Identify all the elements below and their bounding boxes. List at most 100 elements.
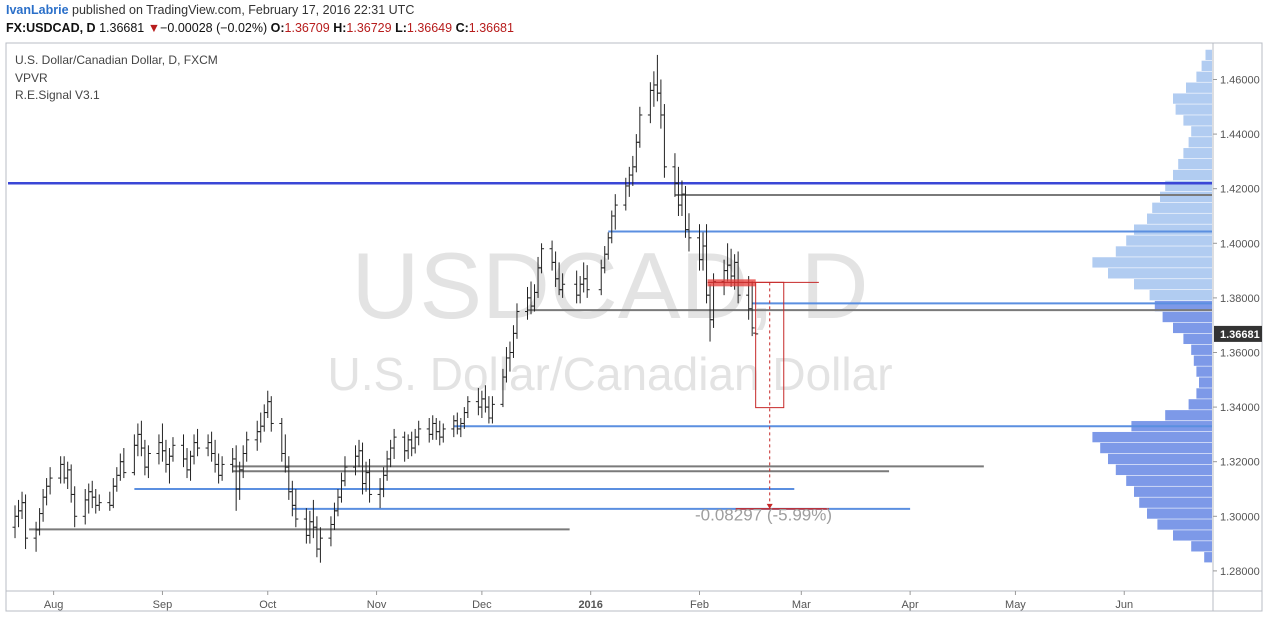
volume-profile-bin <box>1139 497 1212 508</box>
ohlc-bar <box>121 448 127 479</box>
price-change: −0.00028 (−0.02%) <box>160 21 268 35</box>
measure-tool[interactable]: -0.08297 (-5.99%) <box>695 279 832 524</box>
time-axis-label: Feb <box>690 599 709 611</box>
measure-label: -0.08297 (-5.99%) <box>695 505 832 524</box>
ohlc-bar <box>560 273 566 298</box>
volume-profile-bin <box>1092 257 1212 268</box>
price-axis[interactable]: 1.28000 1.30000 1.32000 1.34000 1.36000 1.380… <box>1213 74 1262 578</box>
legend-resignal[interactable]: R.E.Signal V3.1 <box>15 88 100 102</box>
volume-profile-bin <box>1126 475 1212 486</box>
open-value: 1.36709 <box>284 21 330 35</box>
ohlc-bar <box>219 456 225 481</box>
ohlc-bar <box>539 243 545 274</box>
ohlc-bar <box>96 494 102 511</box>
close-value: 1.36681 <box>468 21 514 35</box>
watermark-sub: U.S. Dollar/Canadian Dollar <box>327 348 892 400</box>
volume-profile-bin <box>1183 115 1212 126</box>
time-axis-label: Oct <box>259 599 276 611</box>
time-axis-label: Dec <box>472 599 492 611</box>
price-axis-label: 1.34000 <box>1220 402 1260 414</box>
volume-profile-bin <box>1108 268 1212 279</box>
volume-profile-bin <box>1204 552 1212 563</box>
ohlc-bar <box>23 494 29 550</box>
low-value: 1.36649 <box>406 21 453 35</box>
close-label: C: <box>455 21 469 35</box>
volume-profile-bin <box>1188 399 1212 410</box>
volume-profile-bin <box>1196 388 1212 399</box>
volume-profile-bin <box>1134 486 1212 497</box>
time-axis-label: May <box>1005 599 1026 611</box>
last-price: 1.36681 <box>99 21 145 35</box>
volume-profile-bin <box>1165 180 1212 192</box>
ohlc-bar <box>293 488 299 528</box>
volume-profile-bin <box>1115 246 1212 257</box>
publish-header: IvanLabrie published on TradingView.com,… <box>6 3 414 17</box>
watermark-main: USDCAD, D <box>351 233 868 338</box>
volume-profile-bin <box>1165 410 1212 421</box>
ohlc-bar <box>244 431 250 462</box>
price-axis-label: 1.40000 <box>1220 238 1260 250</box>
volume-profile-bin <box>1183 333 1212 344</box>
last-price-badge <box>1214 325 1262 342</box>
last-price-badge-label: 1.36681 <box>1220 329 1260 341</box>
author-link[interactable]: IvanLabrie <box>6 3 69 17</box>
ohlc-bar <box>170 437 176 462</box>
ohlc-bar <box>465 396 471 419</box>
price-axis-label: 1.36000 <box>1220 347 1260 359</box>
volume-profile-bin <box>1178 158 1212 170</box>
ohlc-bar <box>514 303 520 339</box>
volume-profile-bin <box>1191 126 1212 137</box>
ohlc-bar <box>612 194 618 230</box>
price-axis-label: 1.32000 <box>1220 457 1260 469</box>
volume-profile-bin <box>1134 279 1212 290</box>
volume-profile-bin <box>1157 519 1212 530</box>
volume-profile-bin <box>1173 93 1212 104</box>
volume-profile-bin <box>1100 442 1212 454</box>
publish-info: published on TradingView.com, February 1… <box>72 3 415 17</box>
volume-profile-bin <box>1196 71 1212 82</box>
legend-series[interactable]: U.S. Dollar/Canadian Dollar, D, FXCM <box>15 53 218 67</box>
ohlc-bar <box>749 281 755 337</box>
ohlc-bar <box>367 458 373 503</box>
time-axis-label: Aug <box>44 599 64 611</box>
ohlc-bar <box>416 420 422 446</box>
ohlc-bar <box>195 428 201 457</box>
symbol-label: FX:USDCAD, D <box>6 21 96 35</box>
high-value: 1.36729 <box>346 21 392 35</box>
price-axis-label: 1.46000 <box>1220 74 1260 86</box>
time-axis-label: Nov <box>367 599 387 611</box>
volume-profile-bin <box>1173 169 1212 181</box>
horizontal-levels <box>8 181 1212 531</box>
time-axis-label: Sep <box>153 599 173 611</box>
ohlc-bar <box>342 456 348 487</box>
volume-profile-bin <box>1205 49 1212 61</box>
time-axis[interactable]: Aug Sep Oct Nov Dec 2016 Feb Mar Apr May Jun <box>44 591 1133 611</box>
down-arrow-icon: ▼ <box>147 21 161 35</box>
volume-profile-bin <box>1152 202 1212 213</box>
ohlc-header: FX:USDCAD, D 1.36681 ▼−0.00028 (−0.02%) … <box>6 21 514 35</box>
volume-profile-bin <box>1147 508 1212 519</box>
ohlc-bars <box>12 54 759 563</box>
ohlc-bar <box>391 428 397 459</box>
price-axis-label: 1.30000 <box>1220 511 1260 523</box>
volume-profile-bin <box>1092 431 1212 443</box>
volume-profile-bin <box>1173 530 1212 541</box>
ohlc-bar <box>735 251 741 304</box>
volume-profile-bin <box>1108 453 1212 465</box>
low-label: L: <box>395 21 407 35</box>
ohlc-bar <box>489 396 495 424</box>
volume-profile-bin <box>1191 541 1212 552</box>
volume-profile-bin <box>1196 366 1212 377</box>
ohlc-bar <box>145 445 151 479</box>
chart-frame <box>5 42 1263 612</box>
open-label: O: <box>270 21 285 35</box>
volume-profile-bin <box>1186 82 1212 93</box>
legend-vpvr[interactable]: VPVR <box>15 71 48 85</box>
volume-profile-bin <box>1188 137 1212 148</box>
volume-profile-bin <box>1160 191 1212 203</box>
volume-profile-bin <box>1154 300 1212 312</box>
ohlc-bar <box>661 104 667 178</box>
ohlc-bar <box>686 213 692 252</box>
time-axis-label: Apr <box>902 599 919 611</box>
